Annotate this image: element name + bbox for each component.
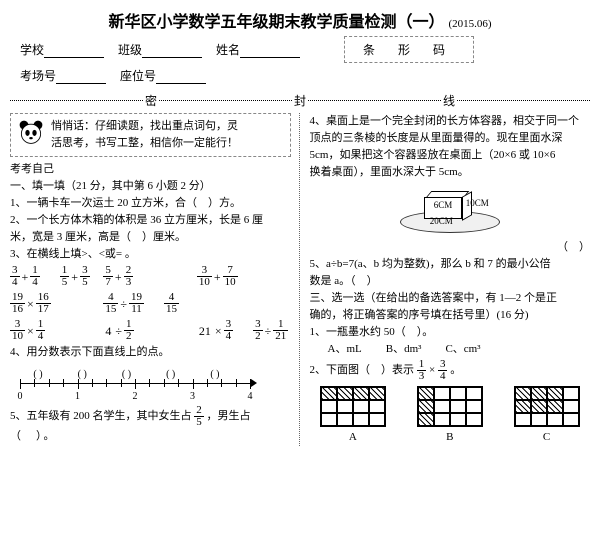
expr-item: 310+710 (197, 265, 290, 288)
expressions-grid: 34+1415+3557+23310+710 1916×1617415÷19114… (10, 263, 291, 344)
seal-feng: 封 (294, 92, 306, 109)
seal-line: 密 封 线 (0, 92, 600, 109)
r3-q2b: 。 (450, 364, 461, 376)
r-q5a: 5、a÷b=7(a、b 均为整数)，那么 b 和 7 的最小公倍 (310, 256, 591, 273)
tip-box: 悄悄话：仔细读题，找出重点词句，灵 活思考，书写工整，相信你一定能行！ (10, 113, 291, 157)
expr-item: 34+1415+35 (10, 265, 103, 288)
expr-item: 1916×1617 (10, 292, 103, 315)
q5-frac-d: 5 (194, 417, 204, 428)
tip-line2: 活思考，书写工整，相信你一定能行！ (51, 135, 238, 152)
label-school: 学校 (20, 41, 44, 58)
q5a: 5、五年级有 200 名学生，其中女生占 (10, 410, 192, 422)
blank-class[interactable] (142, 44, 202, 58)
q2a: 2、一个长方体木箱的体积是 36 立方厘米，长是 6 厘 (10, 212, 291, 229)
seal-xian: 线 (443, 92, 455, 109)
opt-B: B、dm³ (386, 341, 422, 358)
r-q4b: 顶点的三条棱的长度是从里面量得的。现在里面水深 (310, 130, 591, 147)
cuboid-figure: 6CM 20CM 10CM (400, 185, 500, 235)
expr-item: 57+23 (103, 265, 196, 288)
label-name: 姓名 (216, 41, 240, 58)
right-column: 4、桌面上是一个完全封闭的长方体容器，相交于同一个 顶点的三条棱的长度是从里面量… (299, 113, 591, 446)
panda-icon (17, 118, 45, 146)
q3: 3、在横线上填>、<或= 。 (10, 246, 291, 263)
r3-q1: 1、一瓶墨水约 50（ ）。 (310, 324, 591, 341)
blank-name[interactable] (240, 44, 300, 58)
q5c: （ ）。 (10, 428, 291, 445)
blank-school[interactable] (44, 44, 104, 58)
opt-A: A、mL (328, 341, 362, 358)
r-q4c: 5cm，如果把这个容器竖放在桌面上（20×6 或 10×6 (310, 147, 591, 164)
expr-item: 310×14 (10, 319, 103, 342)
label-class: 班级 (118, 41, 142, 58)
exam-date: (2015.06) (448, 18, 491, 30)
q2f1d: 3 (417, 371, 427, 382)
r3-q2a: 2、下面图（ ）表示 (310, 364, 415, 376)
q1: 1、一辆卡车一次运土 20 立方米，合（ ）方。 (10, 195, 291, 212)
r-q4-blank: （ ） (310, 239, 591, 256)
r-q4a: 4、桌面上是一个完全封闭的长方体容器，相交于同一个 (310, 113, 591, 130)
q2f1n: 1 (417, 359, 427, 371)
q4: 4、用分数表示下面直线上的点。 (10, 344, 291, 361)
label-room: 考场号 (20, 67, 56, 84)
blank-room[interactable] (56, 70, 106, 84)
q5-line: 5、五年级有 200 名学生，其中女生占 25 ，男生占 (10, 405, 291, 428)
tip-line1: 悄悄话：仔细读题，找出重点词句，灵 (51, 118, 238, 135)
selfcheck-heading: 考考自己 (10, 161, 291, 178)
blank-seat[interactable] (156, 70, 206, 84)
expr-item: 21×3432÷121 (197, 319, 290, 342)
r-q4d: 换着桌面），里面水深大于 5cm。 (310, 164, 591, 181)
q2times: × (429, 364, 435, 376)
dim-h: 6CM (434, 199, 453, 213)
section1-title: 一、填一填（21 分，其中第 6 小题 2 分） (10, 178, 291, 195)
grid-A: A (320, 386, 386, 446)
expr-item: 415÷1911415 (103, 292, 196, 315)
q2f2d: 4 (438, 371, 448, 382)
left-column: 悄悄话：仔细读题，找出重点词句，灵 活思考，书写工整，相信你一定能行！ 考考自己… (10, 113, 291, 446)
opt-C: C、cm³ (445, 341, 480, 358)
exam-title: 新华区小学数学五年级期末教学质量检测（一） (108, 8, 444, 32)
expr-item: 4÷12 (103, 319, 196, 342)
section3-title2: 确的，将正确答案的序号填在括号里）(16 分) (310, 307, 591, 324)
r-q5b: 数是 a。（ ） (310, 273, 591, 290)
section3-title: 三、选一选（在给出的备选答案中，有 1—2 个是正 (310, 290, 591, 307)
grid-C: C (514, 386, 580, 446)
q5b: ，男生占 (207, 410, 251, 422)
seal-mi: 密 (145, 92, 157, 109)
dim-d: 10CM (466, 197, 489, 211)
q2f2n: 3 (438, 359, 448, 371)
expr-item (197, 292, 290, 315)
grid-B: B (417, 386, 483, 446)
dim-w: 20CM (430, 215, 453, 229)
barcode-box: 条 形 码 (344, 36, 474, 63)
r3-q2: 2、下面图（ ）表示 13 × 34 。 (310, 359, 591, 382)
numberline: 01234( )( )( )( )( ) (10, 363, 291, 401)
q2b: 米，宽是 3 厘米，高是（ ）厘米。 (10, 229, 291, 246)
label-seat: 座位号 (120, 67, 156, 84)
gridset: ABC (310, 386, 591, 446)
